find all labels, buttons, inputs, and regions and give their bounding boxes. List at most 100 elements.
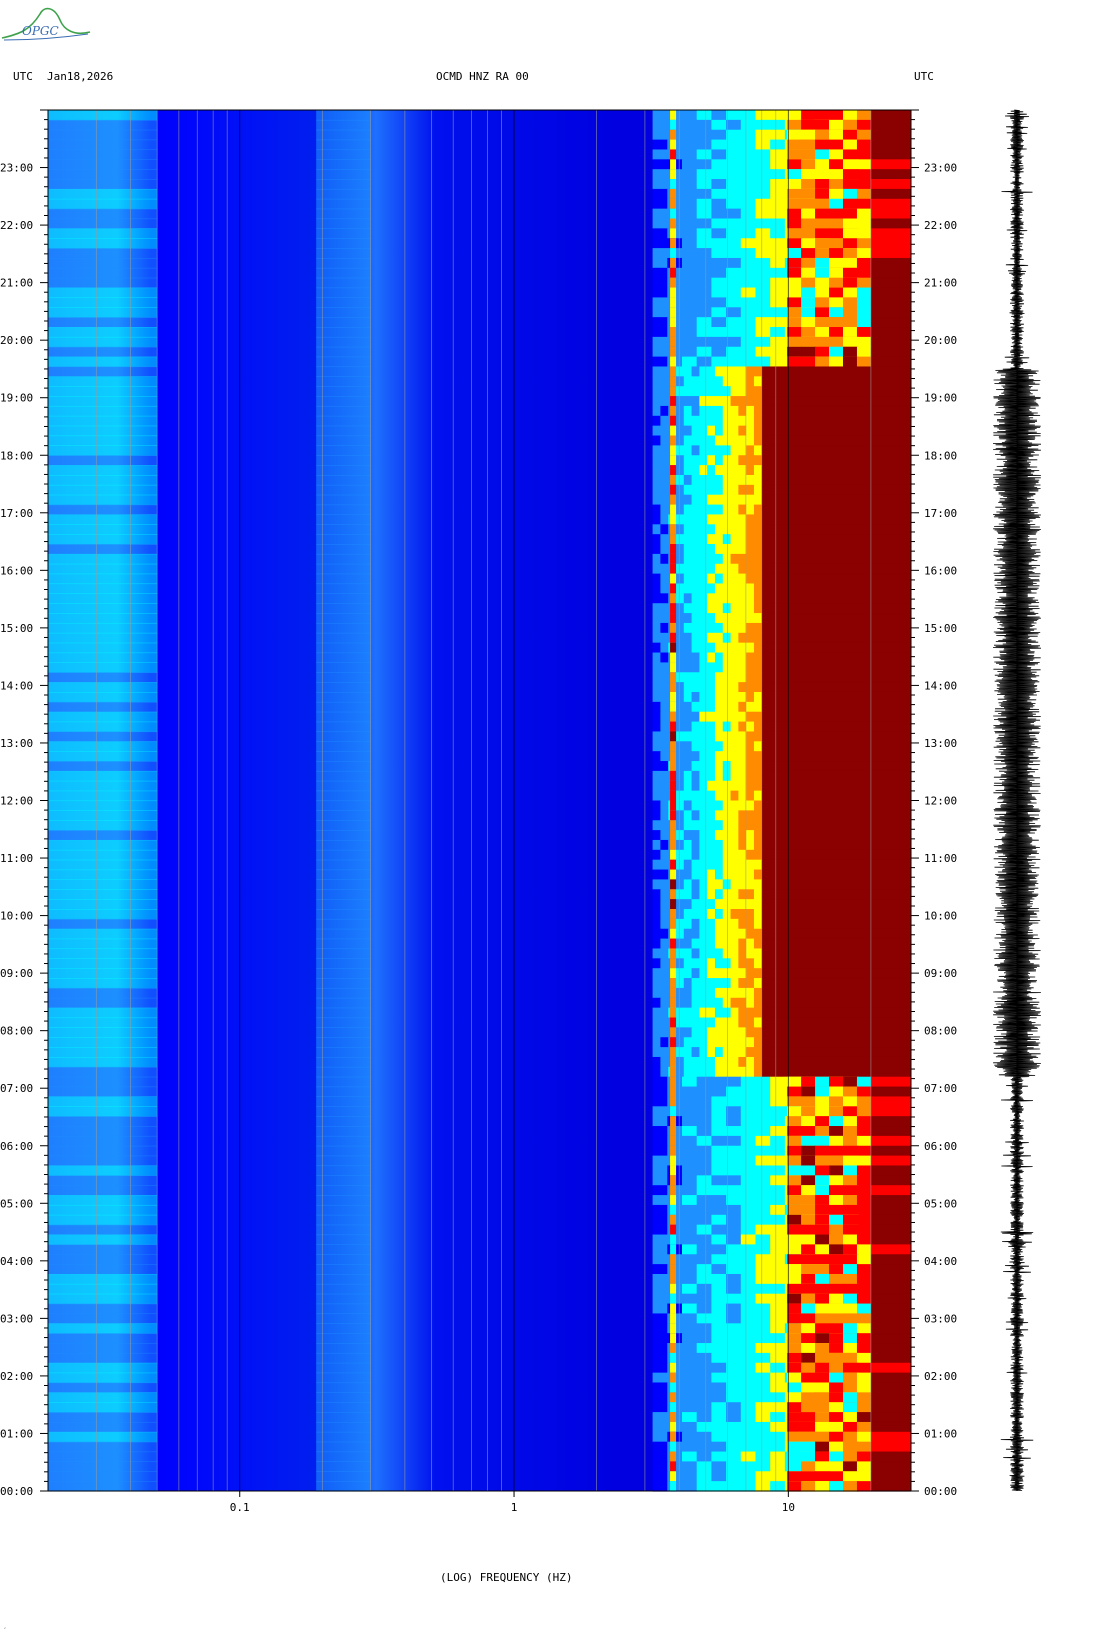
spectrum-cell [714, 1017, 724, 1028]
spectrum-cell [707, 938, 716, 950]
highfreq-cell [856, 257, 872, 269]
spectrum-cell [652, 1135, 668, 1147]
tonal-line-cell [670, 169, 677, 180]
spectrum-cell [740, 1254, 756, 1265]
spectrum-cell [753, 1017, 763, 1028]
highfreq-cell [815, 1372, 830, 1384]
spectrum-cell [683, 1007, 693, 1019]
spectrum-cell [699, 642, 708, 654]
spectrum-cell [652, 534, 661, 545]
spectrum-cell [738, 622, 747, 634]
spectrum-cell [696, 1224, 712, 1236]
spectrum-cell [740, 1451, 756, 1463]
spectrum-cell [652, 415, 661, 427]
highfreq-cell [801, 198, 816, 210]
spectrum-cell [681, 218, 698, 229]
spectrum-cell [726, 1234, 742, 1245]
spectrum-cell [770, 1234, 786, 1245]
spectrum-cell [696, 1481, 712, 1492]
spectrum-cell [730, 613, 739, 624]
spectrum-cell [753, 445, 763, 456]
spectrum-cell [740, 218, 756, 229]
lowfreq-cell [48, 208, 158, 220]
spectrum-cell [753, 711, 763, 723]
tonal-line-cell [670, 425, 677, 437]
highfreq-cell [856, 1352, 872, 1364]
spectrum-cell [746, 790, 755, 802]
spectrum-cell [722, 632, 732, 644]
highfreq-cell [761, 396, 911, 407]
microseism-cell [316, 445, 371, 456]
spectrum-cell [660, 800, 669, 811]
y-tick-label-left: 10:00 [0, 910, 33, 923]
spectrum-cell [730, 780, 739, 792]
spectrum-cell [711, 1195, 727, 1206]
lowfreq-cell [48, 613, 158, 624]
highfreq-cell [870, 1214, 911, 1226]
spectrum-cell [722, 622, 732, 634]
spectrum-cell [755, 159, 771, 170]
spectrum-cell [652, 1145, 668, 1157]
y-tick-label-left: 18:00 [0, 449, 33, 462]
spectrum-cell [726, 307, 742, 318]
spectrum-cell [707, 691, 716, 703]
tonal-line-cell [670, 790, 677, 802]
spectrum-cell [711, 297, 727, 308]
highfreq-cell [856, 346, 872, 358]
spectrum-cell [738, 573, 747, 585]
highfreq-cell [761, 859, 911, 871]
spectrum-cell [753, 366, 763, 377]
y-tick-label-left: 03:00 [0, 1312, 33, 1325]
spectrum-cell [753, 701, 763, 713]
spectrum-cell [652, 1402, 668, 1413]
spectrum-cell [683, 899, 693, 910]
highfreq-cell [870, 1283, 911, 1295]
highfreq-cell [787, 317, 802, 328]
spectrum-cell [683, 997, 693, 1009]
spectrum-cell [770, 1441, 786, 1453]
highfreq-cell [856, 149, 872, 160]
spectrum-cell [683, 425, 693, 437]
spectrum-cell [691, 820, 700, 831]
spectrum-cell [652, 208, 668, 220]
highfreq-cell [787, 257, 802, 269]
spectrum-cell [652, 287, 668, 299]
spectrum-cell [691, 593, 700, 604]
highfreq-cell [761, 622, 911, 634]
highfreq-cell [761, 544, 911, 555]
spectrum-cell [696, 159, 712, 170]
tonal-line-cell [670, 1333, 677, 1344]
spectrum-cell [660, 445, 669, 456]
spectrum-cell [753, 603, 763, 614]
lowfreq-cell [48, 553, 158, 565]
spectrum-cell [726, 1431, 742, 1443]
spectrum-cell [738, 455, 747, 466]
highfreq-cell [761, 761, 911, 772]
spectrum-cell [730, 652, 739, 663]
highfreq-cell [829, 1303, 844, 1315]
spectrum-cell [691, 504, 700, 516]
tonal-line-cell [670, 662, 677, 673]
microseism-cell [316, 376, 371, 387]
spectrum-cell [770, 169, 786, 180]
highfreq-cell [801, 1431, 816, 1443]
highfreq-cell [787, 336, 802, 348]
spectrum-cell [726, 1461, 742, 1472]
spectrum-cell [722, 1027, 732, 1038]
spectrum-cell [730, 889, 739, 900]
highfreq-cell [856, 1372, 872, 1384]
spectrum-cell [722, 504, 732, 516]
spectrum-cell [691, 731, 700, 742]
tonal-line-cell [670, 238, 677, 249]
highfreq-cell [815, 1195, 830, 1206]
highfreq-cell [870, 1412, 911, 1423]
spectrum-cell [722, 573, 732, 585]
spectrum-cell [714, 474, 724, 486]
spectrum-cell [681, 1461, 698, 1472]
lowfreq-cell [48, 445, 158, 456]
spectrum-cell [691, 1066, 700, 1078]
highfreq-cell [829, 1145, 844, 1157]
spectrum-cell [707, 465, 716, 476]
spectrum-cell [726, 1185, 742, 1196]
highfreq-cell [870, 228, 911, 239]
